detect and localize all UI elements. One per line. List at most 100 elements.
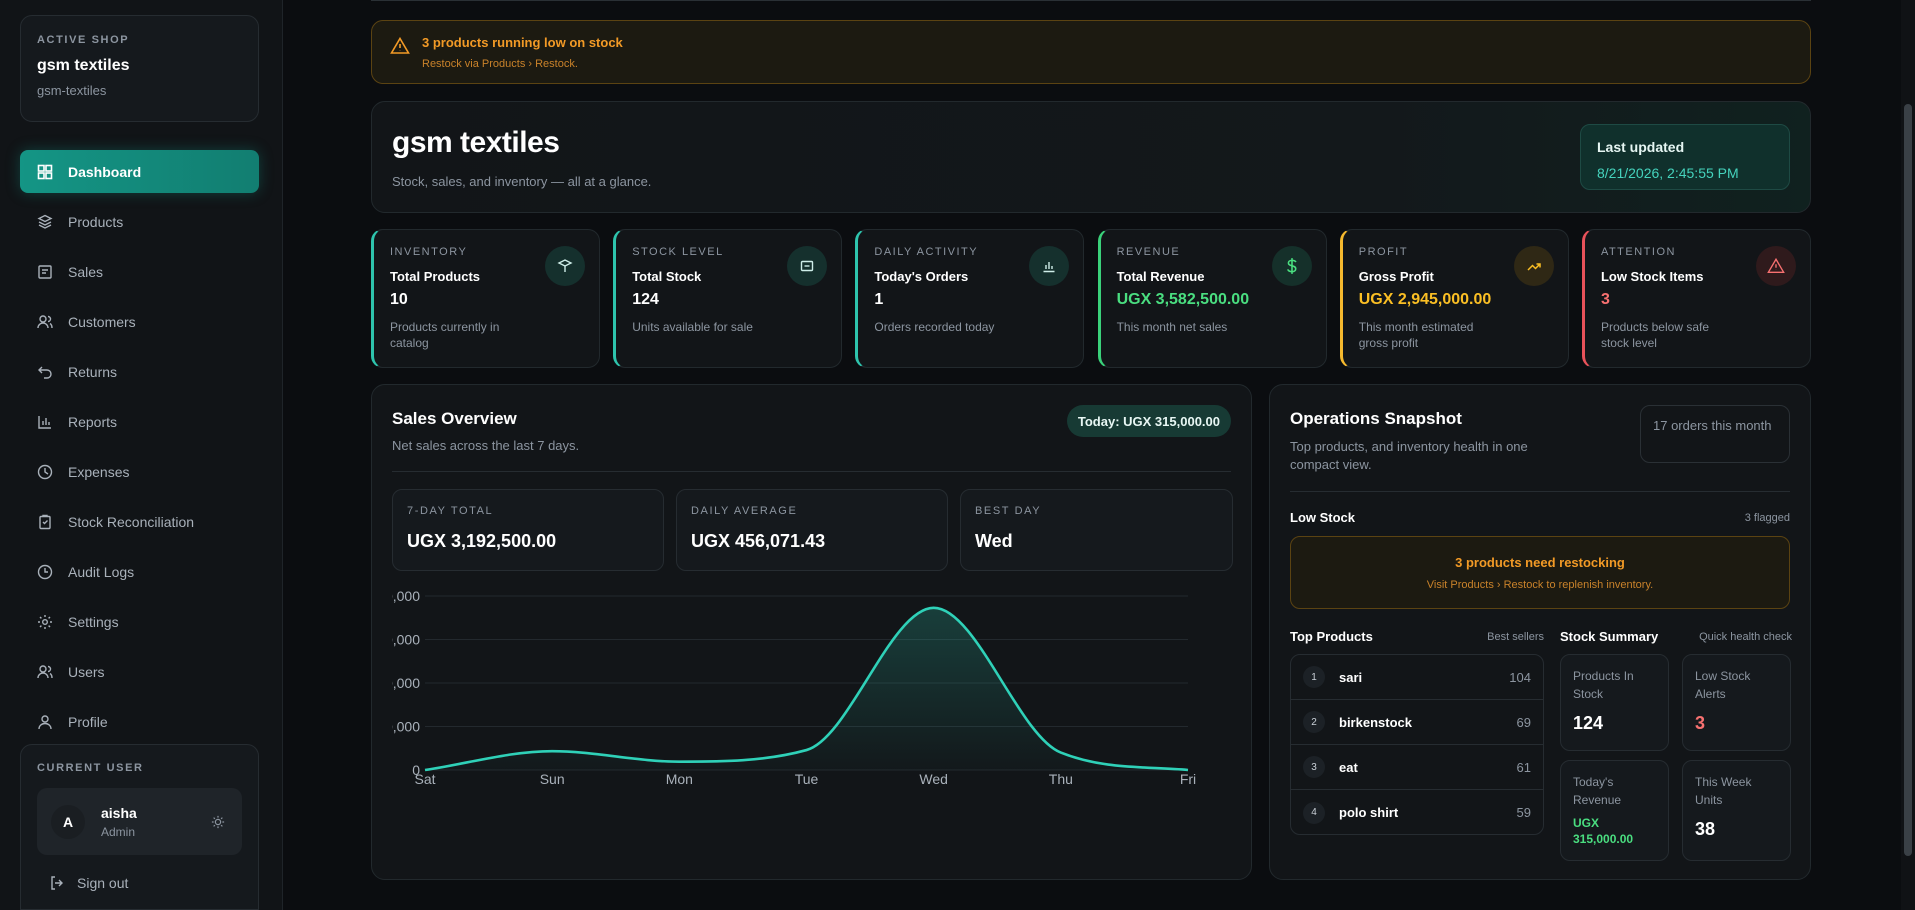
sales-overview-title: Sales Overview	[392, 409, 517, 428]
kpi-kicker: DAILY ACTIVITY	[874, 246, 979, 258]
sidebar-item-label: Returns	[68, 363, 118, 380]
alert-subtitle: Restock via Products › Restock.	[422, 58, 578, 70]
low-stock-alert: 3 products running low on stock Restock …	[371, 20, 1811, 84]
sidebar-item-audit-logs[interactable]: Audit Logs	[20, 550, 259, 593]
sidebar-item-label: Dashboard	[68, 163, 142, 180]
users-icon	[36, 313, 54, 331]
history-icon	[36, 563, 54, 581]
y-tick-label: .400,000	[392, 588, 420, 604]
dashboard-icon	[36, 163, 54, 181]
quick-health-label: Quick health check	[1699, 630, 1792, 643]
sidebar-item-users[interactable]: Users	[20, 650, 259, 693]
summary-label: This Week Units	[1695, 775, 1752, 807]
kpi-card-profit[interactable]: PROFIT Gross Profit UGX 2,945,000.00 Thi…	[1339, 229, 1569, 368]
restock-subtitle: Visit Products › Restock to replenish in…	[1426, 579, 1654, 591]
sales-overview-panel: Sales Overview Net sales across the last…	[366, 384, 1252, 880]
flagged-count: 3 flagged	[1744, 511, 1790, 524]
kpi-card-stock-level[interactable]: STOCK LEVEL Total Stock 124 Units availa…	[613, 229, 843, 368]
sign-out-button[interactable]: Sign out	[37, 875, 242, 891]
shop-name: gsm textiles	[37, 57, 130, 74]
kpi-value: 124	[632, 291, 659, 308]
kpi-value: 3	[1600, 291, 1610, 308]
sign-out-label: Sign out	[77, 875, 129, 891]
y-tick-label: 600,000	[392, 719, 420, 735]
current-user-kicker: CURRENT USER	[37, 762, 144, 774]
kpi-row: INVENTORY Total Products 10 Products cur…	[371, 229, 1811, 368]
stat-value: Wed	[975, 531, 1013, 551]
bar-chart-icon	[1029, 246, 1070, 286]
sidebar-item-settings[interactable]: Settings	[20, 600, 259, 643]
sidebar-item-products[interactable]: Products	[20, 200, 259, 243]
sidebar-item-reports[interactable]: Reports	[20, 400, 259, 443]
divider	[1290, 491, 1790, 492]
stock-summary-label: Stock Summary	[1560, 629, 1659, 644]
restock-notice[interactable]: 3 products need restocking Visit Product…	[1290, 536, 1790, 609]
summary-products-in-stock: Products In Stock 124	[1560, 654, 1669, 751]
kpi-label: Total Stock	[632, 269, 702, 284]
sidebar-item-label: Stock Reconciliation	[68, 513, 195, 530]
list-item[interactable]: 3 eat 61	[1291, 745, 1543, 790]
box-icon	[545, 246, 585, 286]
list-item[interactable]: 4 polo shirt 59	[1291, 790, 1543, 834]
product-name: eat	[1339, 759, 1358, 775]
sun-icon	[211, 815, 225, 828]
kpi-card-inventory[interactable]: INVENTORY Total Products 10 Products cur…	[371, 229, 600, 368]
kpi-label: Gross Profit	[1358, 269, 1434, 284]
kpi-card-daily-activity[interactable]: DAILY ACTIVITY Today's Orders 1 Orders r…	[855, 229, 1085, 368]
kpi-card-revenue[interactable]: REVENUE Total Revenue UGX 3,582,500.00 T…	[1097, 229, 1327, 368]
top-border	[371, 0, 1811, 1]
sidebar-item-customers[interactable]: Customers	[20, 300, 259, 343]
sidebar-item-label: Customers	[68, 313, 136, 330]
theme-toggle-button[interactable]	[208, 812, 228, 832]
stat-7-day-total: 7-DAY TOTAL UGX 3,192,500.00	[392, 489, 664, 571]
active-shop-card[interactable]: ACTIVE SHOP gsm textiles gsm-textiles	[20, 15, 259, 122]
sidebar-item-profile[interactable]: Profile	[20, 700, 259, 743]
list-item[interactable]: 1 sari 104	[1291, 655, 1543, 700]
kpi-desc: Units available for sale	[632, 320, 753, 334]
trend-up-icon	[1513, 246, 1554, 286]
scrollbar[interactable]	[1901, 0, 1915, 910]
rank-badge: 2	[1303, 711, 1325, 733]
sidebar-item-label: Audit Logs	[68, 563, 135, 580]
last-updated-value: 8/21/2026, 2:45:55 PM	[1597, 165, 1739, 181]
top-products-label: Top Products	[1290, 629, 1373, 644]
y-tick-label: .200,000	[392, 675, 420, 691]
kpi-kicker: PROFIT	[1358, 246, 1409, 258]
ops-subtitle: Top products, and inventory health in on…	[1290, 439, 1528, 472]
stat-daily-average: DAILY AVERAGE UGX 456,071.43	[676, 489, 948, 571]
kpi-value: UGX 2,945,000.00	[1358, 291, 1492, 308]
alert-title: 3 products running low on stock	[422, 35, 623, 50]
x-tick-label: Thu	[1049, 771, 1073, 787]
user-role: Admin	[101, 824, 136, 839]
page-title: gsm textiles	[392, 126, 560, 159]
avatar: A	[51, 804, 85, 839]
sidebar-item-label: Sales	[68, 263, 104, 280]
sidebar-item-stock-reconciliation[interactable]: Stock Reconciliation	[20, 500, 259, 543]
kpi-card-attention[interactable]: ATTENTION Low Stock Items 3 Products bel…	[1581, 229, 1811, 368]
restock-title: 3 products need restocking	[1455, 555, 1625, 570]
sidebar-item-dashboard[interactable]: Dashboard	[20, 150, 259, 193]
summary-label: Products In Stock	[1573, 669, 1634, 701]
kpi-label: Today's Orders	[874, 269, 969, 284]
ops-title: Operations Snapshot	[1290, 409, 1462, 428]
clipboard-icon	[36, 513, 54, 531]
receipt-icon	[787, 246, 828, 286]
clock-icon	[36, 463, 54, 481]
kpi-desc: This month net sales	[1116, 320, 1228, 334]
kpi-label: Total Revenue	[1116, 269, 1205, 284]
top-products-list: 1 sari 104 2 birkenstock 69 3 eat 61 4 p…	[1290, 654, 1544, 835]
sidebar-item-expenses[interactable]: Expenses	[20, 450, 259, 493]
scrollbar-thumb[interactable]	[1904, 104, 1912, 856]
low-stock-header: Low Stock 3 flagged	[1290, 510, 1790, 525]
operations-snapshot-panel: Operations Snapshot Top products, and in…	[1269, 384, 1811, 880]
user-icon	[36, 713, 54, 731]
sidebar-item-returns[interactable]: Returns	[20, 350, 259, 393]
sidebar-item-sales[interactable]: Sales	[20, 250, 259, 293]
summary-todays-revenue: Today's Revenue UGX 315,000.00	[1560, 760, 1669, 861]
warning-icon	[1755, 246, 1796, 286]
summary-value: 124	[1573, 713, 1604, 733]
return-icon	[36, 363, 54, 381]
user-profile-row[interactable]: A aisha Admin	[37, 788, 242, 855]
list-item[interactable]: 2 birkenstock 69	[1291, 700, 1543, 745]
sidebar-item-label: Profile	[68, 713, 108, 730]
